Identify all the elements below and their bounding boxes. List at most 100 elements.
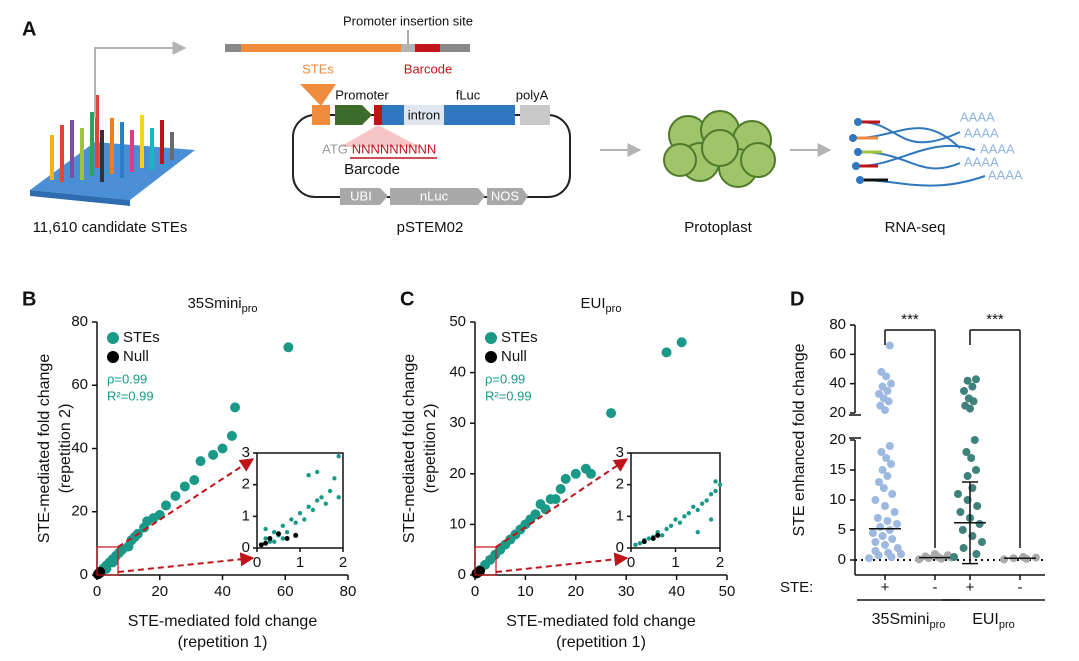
inset-point	[302, 517, 307, 522]
x-axis-label: (repetition 1)	[556, 634, 646, 651]
inset-point	[263, 540, 269, 546]
inset-x-tick-label: 2	[339, 554, 347, 571]
legend-label: Null	[501, 348, 527, 365]
point	[555, 483, 566, 494]
y-axis-label: STE-mediated fold change	[401, 354, 418, 544]
inset-point	[336, 495, 341, 500]
inset-point	[276, 531, 281, 537]
point	[973, 502, 982, 510]
inset-point	[336, 453, 341, 459]
inset-point	[708, 491, 714, 497]
point	[882, 454, 891, 462]
group-label-main: EUI	[972, 611, 999, 628]
point	[887, 460, 895, 468]
group-label: EUIpro	[972, 611, 1015, 631]
group-label-sub: pro	[929, 619, 945, 631]
point	[881, 502, 889, 510]
inset-point	[717, 482, 723, 487]
point	[871, 496, 880, 504]
point	[107, 557, 118, 568]
point	[875, 478, 883, 486]
atg: ATG	[322, 141, 348, 156]
inset-point	[664, 526, 669, 532]
x-tick-label: 40	[214, 583, 231, 600]
y-tick-label: 20	[829, 431, 846, 448]
point	[876, 523, 885, 531]
inset-point	[280, 523, 285, 529]
point	[888, 535, 897, 543]
x-tick-label: 10	[517, 583, 534, 600]
y-tick-label: 80	[71, 313, 88, 330]
point	[879, 484, 888, 492]
point	[963, 472, 972, 480]
insertion-site: Promoter insertion site	[343, 13, 473, 28]
point	[869, 529, 877, 537]
inset-y-tick-label: 0	[242, 539, 250, 556]
point	[661, 347, 672, 358]
inset-point	[646, 536, 651, 541]
point	[960, 387, 968, 395]
point	[283, 342, 294, 353]
point	[170, 490, 181, 501]
y-tick-label: 20	[449, 465, 466, 482]
inset-point	[655, 532, 661, 538]
point	[871, 538, 880, 546]
zoom-arrow	[117, 458, 255, 548]
barcode-caption: Barcode	[344, 161, 400, 178]
point	[865, 554, 873, 563]
x-axis-label: STE-mediated fold change	[506, 613, 696, 630]
point	[606, 408, 617, 419]
point	[970, 436, 979, 444]
point	[530, 509, 541, 520]
point	[884, 548, 893, 557]
annotation: ρ=0.99	[107, 371, 147, 386]
ste-sign: +	[966, 579, 975, 596]
ste-sign: +	[881, 579, 890, 596]
inset-y-tick-label: 1	[242, 507, 250, 524]
legend-marker	[107, 351, 119, 363]
y-tick-label: 5	[838, 521, 846, 538]
legend-label: STEs	[123, 329, 160, 346]
step-label: Protoplast	[684, 219, 752, 236]
point	[475, 565, 486, 576]
inset-y-tick-label: 0	[616, 539, 624, 556]
inset-point	[327, 488, 333, 494]
point	[230, 402, 241, 413]
point	[560, 473, 571, 484]
point	[961, 401, 970, 410]
x-tick-label: 0	[93, 583, 101, 600]
point	[217, 443, 228, 454]
inset-point	[633, 542, 638, 548]
y-axis-label: (repetition 2)	[57, 404, 74, 494]
polya-tail: AAAA	[980, 141, 1015, 156]
point	[883, 472, 892, 480]
zoom-box	[474, 546, 497, 576]
point	[195, 456, 206, 467]
y-tick-label: 10	[449, 515, 466, 532]
annotation: R²=0.99	[485, 388, 532, 403]
point	[873, 514, 882, 522]
inset-point	[323, 501, 328, 506]
annotation: R²=0.99	[107, 388, 154, 403]
point	[959, 544, 968, 552]
inset-point	[293, 520, 298, 525]
polya-tail: AAAA	[964, 154, 999, 169]
inset-frame	[256, 452, 344, 549]
panel-label: D	[790, 288, 804, 310]
inset-point	[293, 532, 299, 538]
point	[893, 520, 901, 528]
barcode-seq: NNNNNNNNN	[352, 141, 437, 156]
point	[885, 442, 894, 450]
inset-point	[284, 529, 290, 535]
y-tick-label: 20	[71, 503, 88, 520]
y-tick-label: 10	[829, 491, 846, 508]
point	[921, 552, 930, 561]
inset-point	[691, 504, 696, 510]
x-tick-label: 40	[668, 583, 685, 600]
inset-x-tick-label: 1	[671, 554, 679, 571]
point	[585, 468, 596, 479]
polya-tail: AAAA	[960, 109, 995, 124]
nos: NOS	[491, 188, 520, 203]
point	[956, 508, 965, 516]
point	[972, 466, 980, 474]
